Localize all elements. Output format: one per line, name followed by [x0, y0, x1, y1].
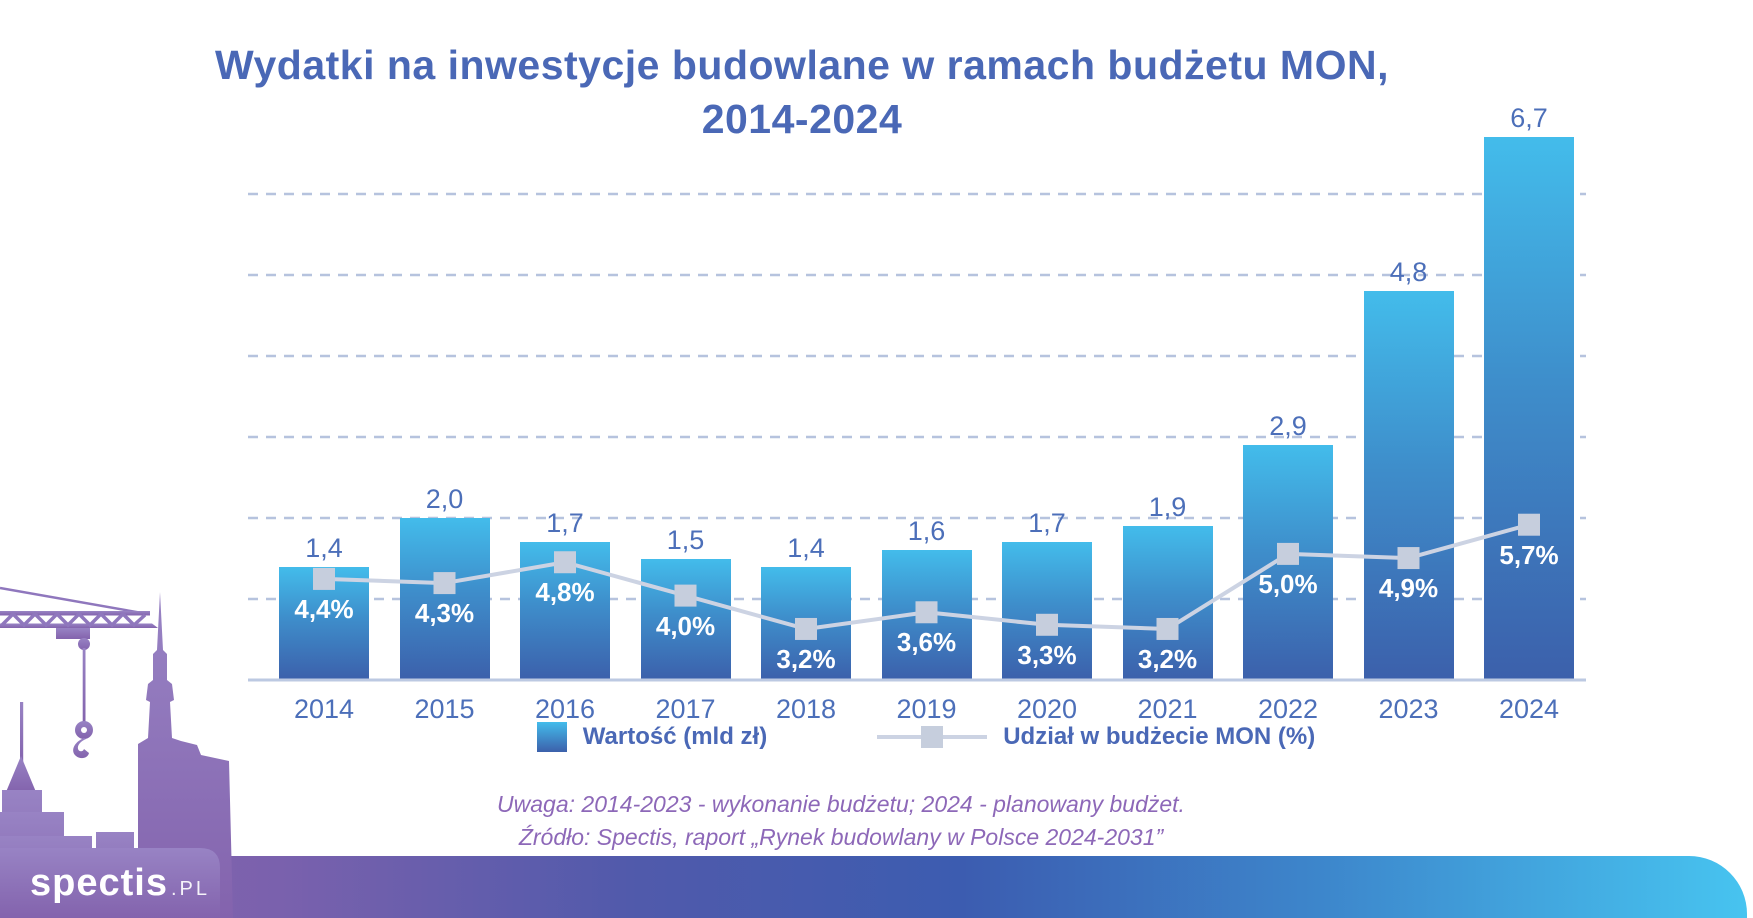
skyline-base: [0, 848, 220, 918]
crane-hook: [73, 738, 89, 759]
bar-2021: [1122, 526, 1213, 680]
bar-2017: [640, 558, 731, 680]
crane-trolley: [56, 628, 90, 639]
legend-item-bars: Wartość (mld zł): [536, 722, 768, 752]
chart-legend: Wartość (mld zł) Udział w budżecie MON (…: [268, 722, 1584, 752]
bar-2018: [761, 566, 851, 680]
line-marker-swatch-icon: [877, 722, 988, 752]
bar-2020: [1002, 542, 1092, 680]
logo-brand: spectis: [30, 862, 168, 904]
bar-2024: [1484, 137, 1574, 680]
legend-label-bars: Wartość (mld zł): [582, 723, 768, 750]
page-title: Wydatki na inwestycje budowlane w ramach…: [0, 38, 1604, 146]
footnotes: Uwaga: 2014-2023 - wykonanie budżetu; 20…: [0, 788, 1682, 853]
crane-tie-bar: [0, 586, 143, 615]
crane-lattice: [0, 611, 147, 628]
city-skyline-crane-illustration: [0, 586, 233, 918]
bar-2019: [881, 550, 972, 680]
legend-label-line: Udział w budżecie MON (%): [1003, 723, 1316, 750]
spectis-logo: spectis .pl: [30, 862, 210, 905]
legend-item-line: Udział w budżecie MON (%): [877, 722, 1315, 752]
building-roof: [6, 756, 36, 792]
note-uwaga: Uwaga: 2014-2023 - wykonanie budżetu; 20…: [497, 791, 1185, 817]
tower-building: [138, 592, 233, 918]
footer-gradient-bar: [0, 856, 1747, 918]
title-line-2: 2014-2024: [701, 96, 903, 143]
crane-pulley: [78, 638, 90, 650]
note-source: Źródło: Spectis, raport „Rynek budowlany…: [518, 823, 1164, 850]
bar-2023: [1363, 291, 1454, 680]
title-line-1: Wydatki na inwestycje budowlane w ramach…: [215, 42, 1389, 88]
bar-2022: [1243, 445, 1333, 680]
bar-2015: [399, 518, 490, 680]
crane-cable: [82, 648, 86, 724]
bar-2014: [279, 566, 369, 680]
bar-2016: [520, 542, 610, 680]
logo-suffix: .pl: [170, 878, 210, 900]
crane-jib-bottom-chord: [0, 623, 158, 628]
crane-jib-top-chord: [0, 611, 150, 616]
bar-swatch-icon: [536, 722, 567, 752]
antenna: [20, 702, 24, 764]
